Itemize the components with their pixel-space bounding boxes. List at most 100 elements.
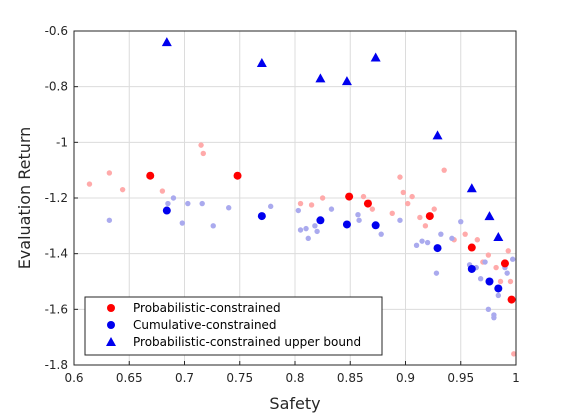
background-point <box>185 200 191 207</box>
probabilistic-constrained-upper-bound-point <box>256 58 267 68</box>
background-point <box>485 306 492 313</box>
background-point <box>477 276 484 282</box>
background-point <box>165 200 171 207</box>
y-tick-label: -0.6 <box>45 24 68 38</box>
probabilistic-constrained-point <box>233 171 242 180</box>
x-tick-label: 0.6 <box>64 371 83 385</box>
cumulative-constrained-point <box>162 206 171 215</box>
y-tick-label: -1.8 <box>45 358 68 372</box>
legend-label-cumulative-constrained: Cumulative-constrained <box>133 318 277 332</box>
background-point <box>511 351 517 357</box>
background-point <box>491 314 497 321</box>
cumulative-constrained-point <box>485 277 494 286</box>
background-point <box>462 231 468 237</box>
background-point <box>303 225 309 232</box>
y-tick-label: -1.4 <box>45 247 68 261</box>
background-point <box>267 203 274 210</box>
background-point <box>397 174 403 180</box>
background-point <box>413 242 420 249</box>
x-tick-label: 0.95 <box>447 371 474 385</box>
probabilistic-constrained-upper-bound-point <box>315 73 326 83</box>
x-axis-title: Safety <box>269 394 320 413</box>
cumulative-constrained-point <box>257 212 266 221</box>
probabilistic-constrained-point <box>363 199 372 208</box>
background-point <box>417 214 423 221</box>
background-point <box>438 231 444 237</box>
probabilistic-constrained-point <box>467 243 476 252</box>
background-point <box>200 150 206 157</box>
legend: Probabilistic-constrained Cumulative-cons… <box>84 296 383 356</box>
background-point <box>199 200 205 207</box>
x-tick-label: 0.75 <box>226 371 253 385</box>
background-point <box>389 210 395 217</box>
background-point <box>433 270 440 276</box>
x-tick-label: 0.85 <box>337 371 364 385</box>
probabilistic-constrained-point <box>500 259 509 268</box>
background-point <box>441 167 447 173</box>
probabilistic-constrained-upper-bound-point <box>466 183 477 193</box>
y-axis-title: Evaluation Return <box>15 127 34 270</box>
background-point <box>328 206 335 212</box>
background-point <box>458 218 464 225</box>
background-point <box>179 220 185 226</box>
legend-box <box>84 296 383 356</box>
background-point <box>397 217 403 223</box>
background-point <box>106 217 113 223</box>
background-point <box>495 292 502 299</box>
cumulative-constrained-point <box>342 220 351 229</box>
background-point <box>505 248 511 254</box>
background-point <box>449 235 455 242</box>
background-point <box>485 252 492 258</box>
background-point <box>308 202 315 208</box>
background-point <box>356 217 362 223</box>
probabilistic-constrained-point <box>425 212 434 221</box>
background-point <box>355 212 361 218</box>
background-point <box>198 142 204 148</box>
legend-label-probabilistic-constrained: Probabilistic-constrained <box>133 301 281 315</box>
legend-label-probabilistic-constrained-upper-bound: Probabilistic-constrained upper bound <box>133 335 361 349</box>
y-tick-label: -1.6 <box>45 302 68 316</box>
x-tick-label: 0.8 <box>285 371 304 385</box>
background-point <box>159 188 166 194</box>
background-point <box>319 195 326 201</box>
probabilistic-constrained-point <box>146 171 155 180</box>
probabilistic-constrained-upper-bound-point <box>432 130 443 140</box>
background-point <box>419 238 425 244</box>
background-point <box>405 200 411 207</box>
cumulative-constrained-point <box>494 284 503 293</box>
background-point <box>474 237 481 243</box>
background-point <box>305 235 311 242</box>
background-point <box>424 239 431 246</box>
cumulative-constrained-point <box>316 216 325 225</box>
probabilistic-constrained-upper-bound-point <box>484 211 495 221</box>
legend-marker-cumulative-constrained <box>107 321 115 329</box>
background-point <box>409 193 415 200</box>
x-tick-label: 0.7 <box>175 371 194 385</box>
cumulative-constrained-point <box>433 244 442 253</box>
background-points <box>86 142 517 357</box>
probabilistic-constrained-upper-bound-point <box>370 52 381 62</box>
background-point <box>493 264 499 271</box>
x-tick-label: 1 <box>512 371 520 385</box>
background-point <box>422 223 429 229</box>
cumulative-constrained-point <box>467 264 476 273</box>
background-point <box>226 205 232 211</box>
y-tick-label: -1 <box>56 135 68 149</box>
legend-marker-probabilistic-constrained-upper-bound <box>106 337 116 346</box>
background-point <box>297 227 304 233</box>
probabilistic-constrained-upper-bound-point <box>341 76 352 86</box>
probabilistic-constrained-point <box>345 192 354 201</box>
x-tick-label: 0.9 <box>396 371 415 385</box>
background-point <box>170 195 177 201</box>
background-point <box>360 193 367 200</box>
background-point <box>119 186 126 193</box>
background-point <box>482 259 488 265</box>
axis-ticks: 0.6 0.65 0.7 0.75 0.8 0.85 0.9 0.95 1 -1.8 -1.6 -1.… <box>45 24 520 385</box>
probabilistic-constrained-point <box>507 295 516 304</box>
background-point <box>312 223 318 229</box>
y-tick-label: -0.8 <box>45 80 68 94</box>
y-tick-label: -1.2 <box>45 191 68 205</box>
background-point <box>295 207 302 214</box>
legend-marker-probabilistic-constrained <box>107 304 115 312</box>
